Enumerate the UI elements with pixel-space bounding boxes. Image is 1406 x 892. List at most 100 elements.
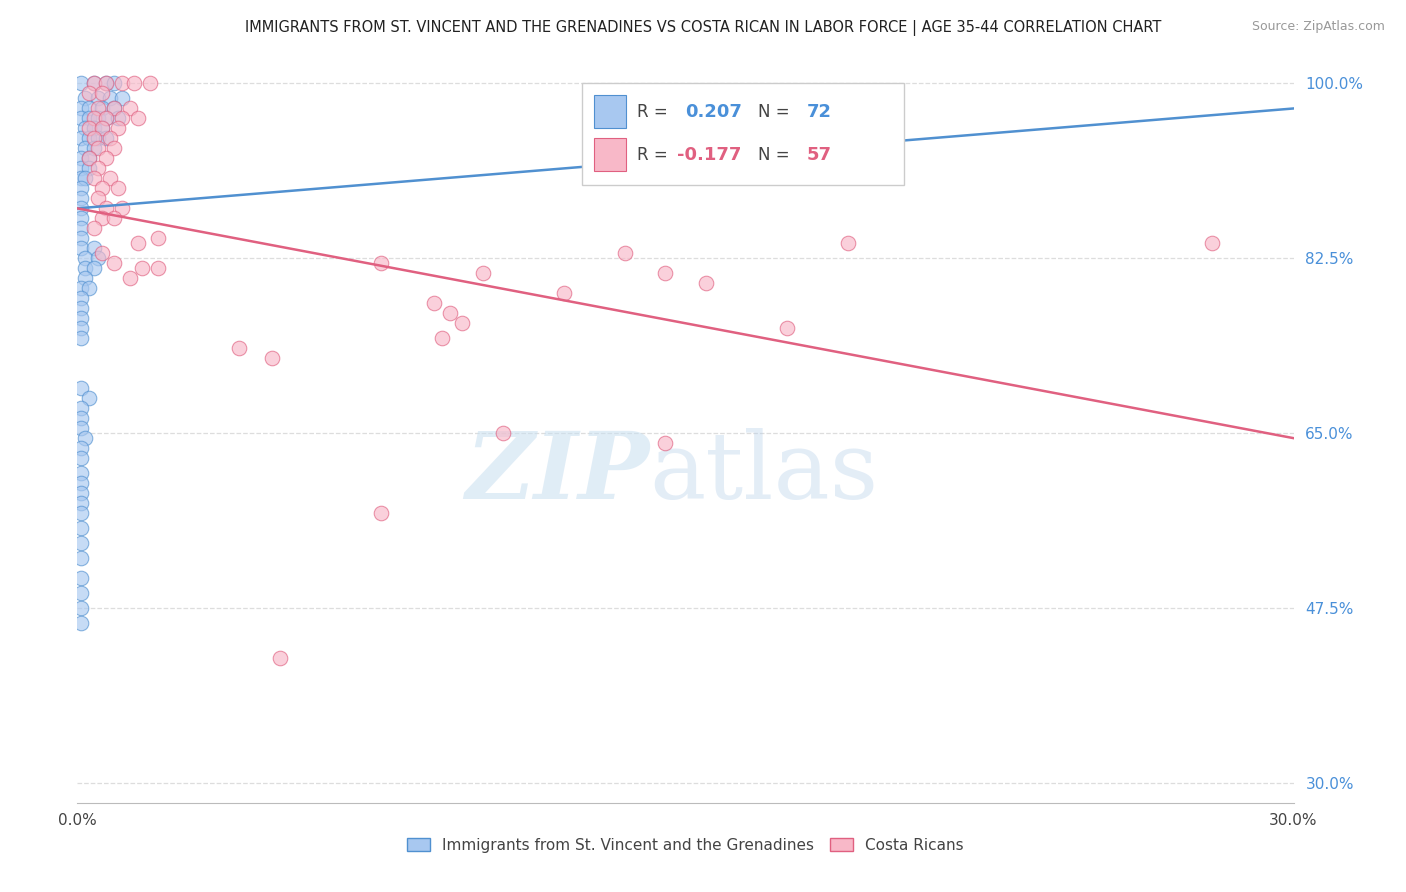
Point — [471, 266, 494, 280]
Point — [86, 141, 108, 155]
Point — [695, 277, 717, 291]
Point — [90, 121, 112, 136]
Point — [70, 496, 93, 510]
Point — [118, 102, 141, 116]
Point — [103, 256, 125, 270]
Point — [79, 391, 101, 405]
Point — [111, 91, 134, 105]
Point — [103, 211, 125, 226]
Point — [451, 316, 474, 330]
Point — [103, 102, 125, 116]
Point — [423, 296, 446, 310]
Point — [70, 211, 93, 226]
Point — [90, 211, 112, 226]
Point — [94, 131, 117, 145]
Point — [83, 261, 105, 276]
Point — [654, 266, 676, 280]
Point — [70, 601, 93, 615]
Point — [79, 152, 101, 166]
Point — [83, 77, 105, 91]
Point — [70, 131, 93, 145]
Text: -0.177: -0.177 — [676, 145, 741, 163]
Point — [654, 436, 676, 450]
Point — [70, 102, 93, 116]
Point — [70, 421, 93, 435]
Point — [70, 321, 93, 335]
Point — [90, 121, 112, 136]
Point — [139, 77, 162, 91]
Point — [70, 181, 93, 195]
Point — [613, 246, 636, 260]
Point — [79, 281, 101, 295]
Text: N =: N = — [758, 145, 790, 163]
Point — [70, 536, 93, 550]
Point — [83, 77, 105, 91]
Point — [79, 152, 101, 166]
Text: 72: 72 — [807, 103, 832, 121]
Point — [79, 121, 101, 136]
Point — [107, 112, 129, 126]
FancyBboxPatch shape — [595, 95, 626, 128]
Text: R =: R = — [637, 145, 668, 163]
Point — [70, 331, 93, 345]
Text: 57: 57 — [807, 145, 832, 163]
Point — [83, 112, 105, 126]
Point — [70, 521, 93, 535]
Point — [79, 87, 101, 101]
Point — [83, 241, 105, 255]
Point — [70, 171, 93, 186]
Point — [70, 476, 93, 491]
Point — [83, 141, 105, 155]
Point — [75, 121, 97, 136]
Text: R =: R = — [637, 103, 668, 121]
Text: IMMIGRANTS FROM ST. VINCENT AND THE GRENADINES VS COSTA RICAN IN LABOR FORCE | A: IMMIGRANTS FROM ST. VINCENT AND THE GREN… — [245, 20, 1161, 36]
Point — [86, 112, 108, 126]
Point — [86, 191, 108, 205]
Point — [70, 221, 93, 235]
Point — [98, 171, 121, 186]
Point — [70, 571, 93, 585]
Point — [439, 306, 461, 320]
Point — [75, 171, 97, 186]
Point — [75, 141, 97, 155]
Point — [70, 241, 93, 255]
Point — [70, 486, 93, 500]
Point — [837, 236, 859, 251]
Point — [94, 77, 117, 91]
Point — [83, 121, 105, 136]
Point — [70, 441, 93, 455]
Point — [148, 261, 170, 276]
FancyBboxPatch shape — [595, 138, 626, 171]
Point — [86, 102, 108, 116]
Point — [70, 466, 93, 480]
Point — [70, 311, 93, 326]
Point — [83, 221, 105, 235]
Point — [90, 102, 112, 116]
Point — [70, 291, 93, 305]
Point — [94, 202, 117, 216]
Point — [94, 112, 117, 126]
Point — [70, 551, 93, 566]
Point — [70, 615, 93, 630]
Point — [83, 131, 105, 145]
Point — [127, 112, 149, 126]
Point — [122, 77, 145, 91]
Text: atlas: atlas — [650, 428, 879, 518]
Text: Source: ZipAtlas.com: Source: ZipAtlas.com — [1251, 20, 1385, 33]
Point — [70, 161, 93, 176]
Point — [86, 91, 108, 105]
Point — [83, 171, 105, 186]
Point — [107, 121, 129, 136]
Point — [70, 586, 93, 600]
Point — [370, 256, 392, 270]
Point — [70, 381, 93, 395]
Point — [492, 426, 515, 441]
Point — [98, 131, 121, 145]
Point — [70, 152, 93, 166]
Point — [79, 131, 101, 145]
Point — [70, 77, 93, 91]
Point — [103, 102, 125, 116]
Point — [90, 246, 112, 260]
Point — [103, 77, 125, 91]
Point — [131, 261, 153, 276]
